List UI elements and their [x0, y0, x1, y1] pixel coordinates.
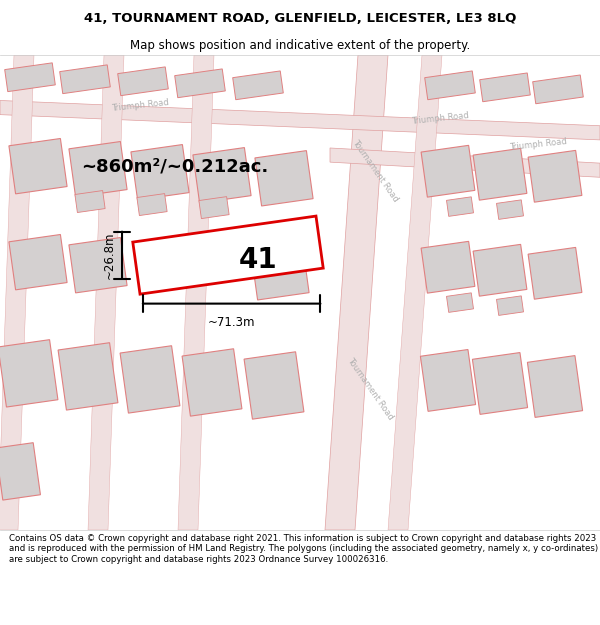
Polygon shape: [421, 146, 475, 197]
Text: ~71.3m: ~71.3m: [208, 316, 256, 329]
Text: Map shows position and indicative extent of the property.: Map shows position and indicative extent…: [130, 39, 470, 51]
Polygon shape: [9, 234, 67, 290]
Polygon shape: [60, 65, 110, 94]
Text: Tournament Road: Tournament Road: [345, 356, 395, 421]
Text: 41: 41: [239, 246, 277, 274]
Text: ~860m²/~0.212ac.: ~860m²/~0.212ac.: [82, 157, 269, 175]
Polygon shape: [497, 296, 523, 316]
Polygon shape: [325, 55, 388, 530]
Polygon shape: [446, 197, 473, 216]
Polygon shape: [175, 69, 225, 98]
Polygon shape: [69, 141, 127, 197]
Polygon shape: [5, 63, 55, 92]
Polygon shape: [244, 352, 304, 419]
Polygon shape: [528, 151, 582, 202]
Polygon shape: [472, 352, 527, 414]
Polygon shape: [473, 244, 527, 296]
Polygon shape: [388, 55, 442, 530]
Text: Tournament Road: Tournament Road: [350, 138, 400, 204]
Polygon shape: [9, 139, 67, 194]
Polygon shape: [58, 342, 118, 410]
Polygon shape: [120, 346, 180, 413]
Text: Triumph Road: Triumph Road: [111, 98, 169, 113]
Polygon shape: [199, 197, 229, 219]
Polygon shape: [425, 71, 475, 100]
Text: 41, TOURNAMENT ROAD, GLENFIELD, LEICESTER, LE3 8LQ: 41, TOURNAMENT ROAD, GLENFIELD, LEICESTE…: [84, 12, 516, 25]
Polygon shape: [527, 356, 583, 418]
Polygon shape: [182, 349, 242, 416]
Polygon shape: [421, 241, 475, 293]
Text: Triumph Road: Triumph Road: [411, 111, 469, 126]
Polygon shape: [533, 75, 583, 104]
Polygon shape: [193, 148, 251, 203]
Polygon shape: [473, 148, 527, 200]
Polygon shape: [0, 442, 40, 500]
Polygon shape: [88, 55, 124, 530]
Polygon shape: [480, 73, 530, 102]
Polygon shape: [69, 238, 127, 293]
Polygon shape: [133, 216, 323, 294]
Polygon shape: [255, 151, 313, 206]
Polygon shape: [0, 101, 600, 140]
Polygon shape: [178, 55, 214, 530]
Polygon shape: [118, 67, 168, 96]
Text: Contains OS data © Crown copyright and database right 2021. This information is : Contains OS data © Crown copyright and d…: [9, 534, 598, 564]
Polygon shape: [330, 148, 600, 178]
Polygon shape: [251, 244, 309, 300]
Polygon shape: [497, 200, 523, 219]
Polygon shape: [75, 191, 105, 213]
Polygon shape: [131, 144, 189, 200]
Text: Triumph Road: Triumph Road: [509, 138, 567, 152]
Polygon shape: [0, 55, 34, 530]
Polygon shape: [233, 71, 283, 100]
Polygon shape: [137, 194, 167, 216]
Polygon shape: [421, 349, 476, 411]
Polygon shape: [528, 248, 582, 299]
Polygon shape: [0, 339, 58, 407]
Polygon shape: [446, 293, 473, 312]
Text: ~26.8m: ~26.8m: [103, 231, 116, 279]
